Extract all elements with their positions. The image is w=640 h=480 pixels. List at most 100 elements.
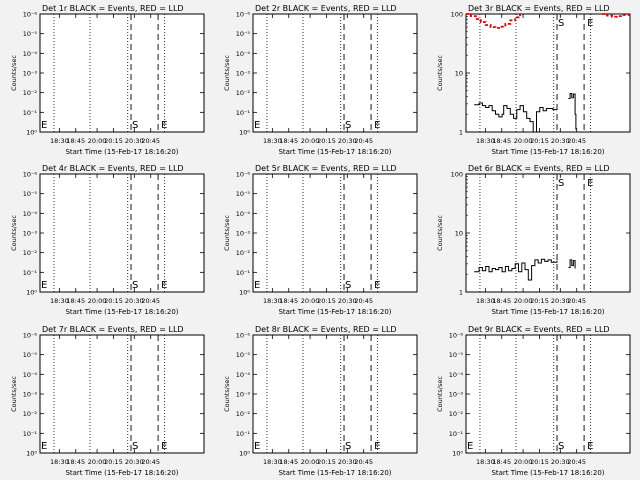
x-tick-label: 20:45 xyxy=(567,458,586,466)
plot-area xyxy=(252,173,418,293)
y-tick-label: 10⁰ xyxy=(239,289,250,297)
lld-series-line xyxy=(466,13,521,29)
x-tick-label: 20:30 xyxy=(338,297,357,305)
x-tick-label: 20:45 xyxy=(354,297,373,305)
x-tick-label: 18:45 xyxy=(279,297,298,305)
y-tick-label: 10⁻⁶ xyxy=(236,332,251,340)
x-tick-label: 18:45 xyxy=(66,297,85,305)
x-axis-label: Start Time (15-Feb-17 18:16:20) xyxy=(491,308,604,316)
y-tick-label: 10⁻⁶ xyxy=(236,171,251,179)
end-marker: E xyxy=(587,178,593,189)
y-tick-label: 10⁻⁵ xyxy=(23,351,38,359)
y-tick-label: 10⁻¹ xyxy=(236,430,251,438)
x-tick-label: 20:30 xyxy=(125,297,144,305)
x-tick-label: 20:45 xyxy=(141,297,160,305)
y-tick-label: 10⁻⁴ xyxy=(236,210,251,218)
y-tick-label: 10⁻¹ xyxy=(23,430,38,438)
x-tick-label: 20:30 xyxy=(125,458,144,466)
y-tick-label: 10⁻⁵ xyxy=(236,190,251,198)
events-series-line xyxy=(568,93,577,130)
panel-title: Det 5r BLACK = Events, RED = LLD xyxy=(255,164,397,173)
x-tick-label: 20:30 xyxy=(125,137,144,145)
start-marker: S xyxy=(345,120,351,131)
end-marker-left: E xyxy=(41,280,47,291)
x-axis-label: Start Time (15-Feb-17 18:16:20) xyxy=(65,308,178,316)
plot-area xyxy=(39,173,205,293)
end-marker: E xyxy=(374,441,380,452)
y-tick-label: 10⁰ xyxy=(239,129,250,137)
y-tick-label: 1 xyxy=(459,289,463,297)
x-tick-label: 20:45 xyxy=(354,137,373,145)
events-series-line xyxy=(568,259,576,269)
y-tick-label: 10⁰ xyxy=(26,129,37,137)
y-tick-label: 10⁻² xyxy=(23,89,38,97)
y-tick-label: 10⁻² xyxy=(23,410,38,418)
panel-title: Det 2r BLACK = Events, RED = LLD xyxy=(255,4,397,13)
plot-area xyxy=(465,13,631,133)
y-tick-label: 10⁻³ xyxy=(236,230,251,238)
panel-det-7: Det 7r BLACK = Events, RED = LLD Counts/s… xyxy=(10,325,205,477)
plot-area xyxy=(465,334,631,454)
panel-det-4: Det 4r BLACK = Events, RED = LLD Counts/s… xyxy=(10,164,205,316)
start-marker: S xyxy=(345,441,351,452)
x-tick-label: 20:00 xyxy=(514,297,533,305)
x-axis-label: Start Time (15-Feb-17 18:16:20) xyxy=(278,148,391,156)
panel-title: Det 4r BLACK = Events, RED = LLD xyxy=(42,164,184,173)
y-axis-label: Counts/sec xyxy=(223,215,231,251)
end-marker-left: E xyxy=(41,441,47,452)
y-tick-label: 10⁻³ xyxy=(236,70,251,78)
x-tick-label: 20:00 xyxy=(514,137,533,145)
end-marker: E xyxy=(587,441,593,452)
x-tick-label: 20:45 xyxy=(567,137,586,145)
x-tick-label: 20:45 xyxy=(141,137,160,145)
x-tick-label: 18:45 xyxy=(492,137,511,145)
x-tick-label: 18:30 xyxy=(476,297,495,305)
plot-area xyxy=(465,173,631,293)
x-tick-label: 20:00 xyxy=(514,458,533,466)
y-tick-label: 10⁻² xyxy=(449,410,464,418)
end-marker-left: E xyxy=(254,441,260,452)
y-tick-label: 10⁰ xyxy=(239,450,250,458)
x-tick-label: 18:30 xyxy=(263,137,282,145)
x-axis-label: Start Time (15-Feb-17 18:16:20) xyxy=(491,148,604,156)
start-marker: S xyxy=(132,120,138,131)
end-marker-left: E xyxy=(254,120,260,131)
panel-det-1: Det 1r BLACK = Events, RED = LLD Counts/s… xyxy=(10,4,205,156)
y-tick-label: 10⁻¹ xyxy=(449,430,464,438)
end-marker-left: E xyxy=(41,120,47,131)
y-tick-label: 10⁻³ xyxy=(23,230,38,238)
start-marker: S xyxy=(558,441,564,452)
x-tick-label: 20:00 xyxy=(88,137,107,145)
y-axis-label: Counts/sec xyxy=(223,55,231,91)
panel-det-5: Det 5r BLACK = Events, RED = LLD Counts/s… xyxy=(223,164,418,316)
x-tick-label: 18:45 xyxy=(66,137,85,145)
x-tick-label: 18:30 xyxy=(263,458,282,466)
start-marker: S xyxy=(558,18,564,29)
x-tick-label: 20:15 xyxy=(317,458,336,466)
y-tick-label: 10⁻² xyxy=(236,89,251,97)
y-tick-label: 10⁻⁵ xyxy=(236,30,251,38)
start-marker: S xyxy=(132,280,138,291)
y-tick-label: 10⁻¹ xyxy=(23,109,38,117)
events-series-line xyxy=(474,258,558,281)
x-tick-label: 18:45 xyxy=(279,137,298,145)
x-axis-label: Start Time (15-Feb-17 18:16:20) xyxy=(278,469,391,477)
y-tick-label: 10⁻³ xyxy=(236,391,251,399)
x-tick-label: 20:45 xyxy=(141,458,160,466)
x-tick-label: 18:30 xyxy=(50,137,69,145)
y-axis-label: Counts/sec xyxy=(436,55,444,91)
y-tick-label: 10⁻⁵ xyxy=(23,190,38,198)
x-tick-label: 18:30 xyxy=(476,458,495,466)
y-tick-label: 10⁻² xyxy=(23,249,38,257)
y-tick-label: 10⁻⁴ xyxy=(449,371,464,379)
y-tick-label: 10⁻¹ xyxy=(236,269,251,277)
y-tick-label: 10⁻³ xyxy=(23,391,38,399)
y-tick-label: 10⁻² xyxy=(236,410,251,418)
x-tick-label: 20:30 xyxy=(551,458,570,466)
y-tick-label: 10⁻⁵ xyxy=(23,30,38,38)
y-tick-label: 10⁻¹ xyxy=(236,109,251,117)
end-marker: E xyxy=(161,120,167,131)
panel-title: Det 8r BLACK = Events, RED = LLD xyxy=(255,325,397,334)
y-tick-label: 10⁻⁴ xyxy=(23,50,38,58)
